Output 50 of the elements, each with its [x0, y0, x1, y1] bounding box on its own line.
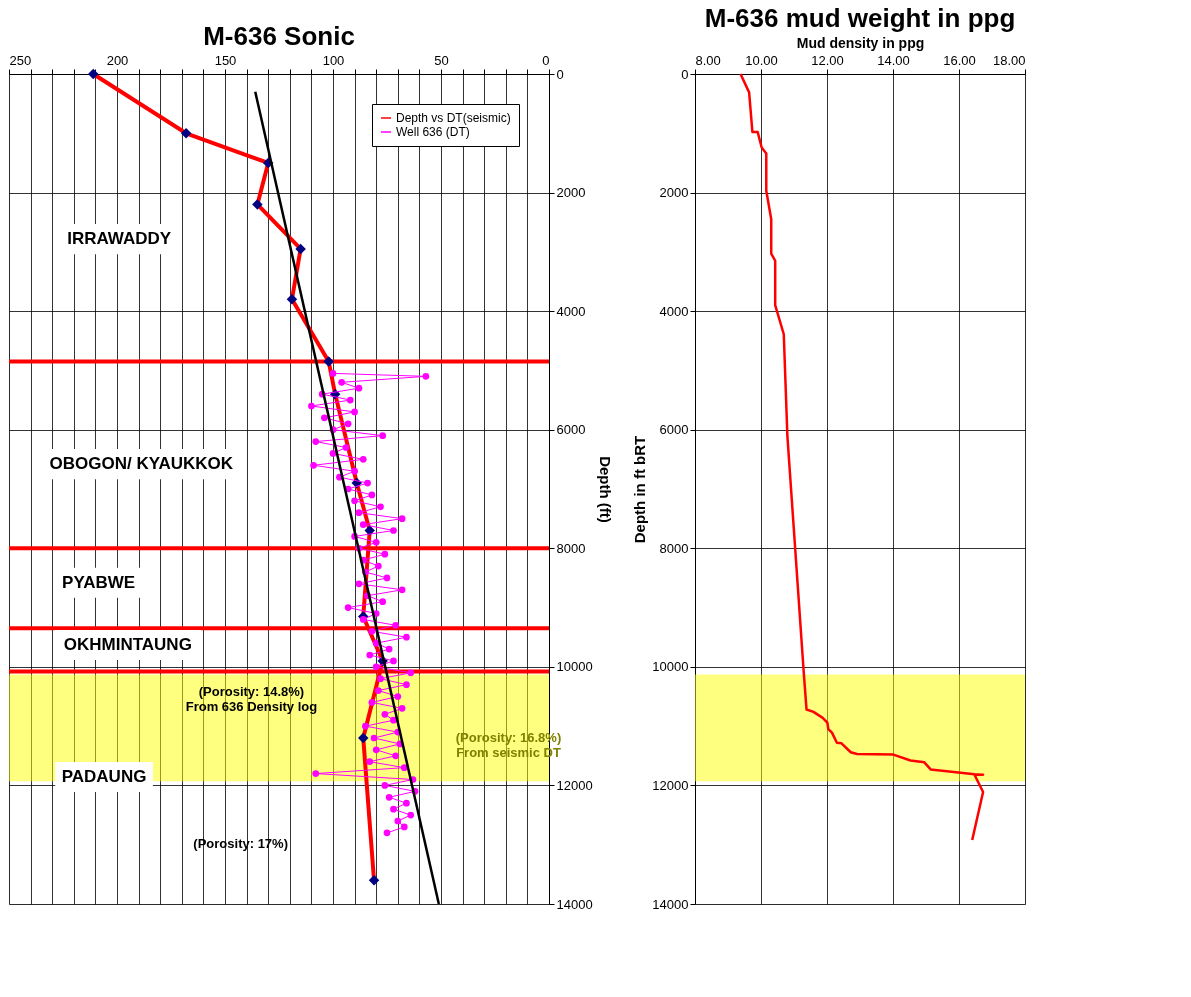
legend-label: Depth vs DT(seismic) — [396, 111, 511, 125]
y-tick-label: 10000 — [556, 659, 593, 675]
annotation: IRRAWADDY — [67, 229, 172, 249]
x-tick-label: 200 — [106, 52, 129, 68]
annotation: (Porosity: 14.8%) From 636 Density log — [185, 684, 318, 715]
point — [323, 356, 334, 367]
x-tick-label: 0 — [542, 52, 550, 68]
y-axis-title: Depth in ft bRT — [631, 435, 649, 544]
point — [88, 68, 99, 80]
annotation: OBOGON/ KYAUKKOK — [49, 454, 234, 474]
x-tick-label: 50 — [434, 52, 449, 68]
x-axis-title: Mud density in ppg — [796, 34, 925, 51]
annotation: OKHMINTAUNG — [63, 635, 192, 655]
point — [252, 199, 263, 210]
y-tick-label: 4000 — [556, 303, 586, 319]
y-tick-label: 8000 — [556, 540, 586, 556]
y-tick-label: 2000 — [659, 185, 689, 201]
point — [295, 243, 306, 255]
y-tick-label: 14000 — [556, 896, 593, 912]
y-tick-label: 0 — [556, 66, 564, 82]
line-series — [739, 72, 985, 842]
chart-title: M-636 Sonic — [203, 21, 355, 51]
x-tick-label: 12.00 — [811, 52, 844, 68]
x-tick-label: 150 — [214, 52, 237, 68]
x-tick-label: 8.00 — [695, 52, 721, 68]
point — [286, 294, 298, 305]
y-tick-label: 8000 — [659, 540, 689, 556]
x-tick-label: 100 — [322, 52, 345, 68]
legend-label: Well 636 (DT) — [396, 125, 470, 139]
x-tick-label: 14.00 — [877, 52, 910, 68]
annotation: PYABWE — [62, 572, 136, 592]
y-tick-label: 6000 — [659, 422, 689, 438]
chart-title: M-636 mud weight in ppg — [704, 3, 1016, 33]
x-tick-label: 250 — [9, 52, 32, 68]
y-tick-label: 0 — [681, 66, 689, 82]
point — [358, 732, 369, 744]
x-tick-label: 16.00 — [943, 52, 976, 68]
y-tick-label: 10000 — [652, 659, 689, 675]
annotation: PADAUNG — [61, 767, 147, 787]
y-tick-label: 4000 — [659, 303, 689, 319]
x-tick-label: 10.00 — [745, 52, 778, 68]
y-tick-label: 6000 — [556, 422, 586, 438]
y-tick-label: 12000 — [652, 777, 689, 793]
y-axis-title: Depth (ft) — [596, 456, 614, 523]
y-tick-label: 14000 — [652, 896, 689, 912]
y-tick-label: 12000 — [556, 777, 593, 793]
x-tick-label: 18.00 — [992, 52, 1026, 68]
point — [368, 875, 380, 886]
point — [180, 128, 192, 139]
y-tick-label: 2000 — [556, 185, 586, 201]
